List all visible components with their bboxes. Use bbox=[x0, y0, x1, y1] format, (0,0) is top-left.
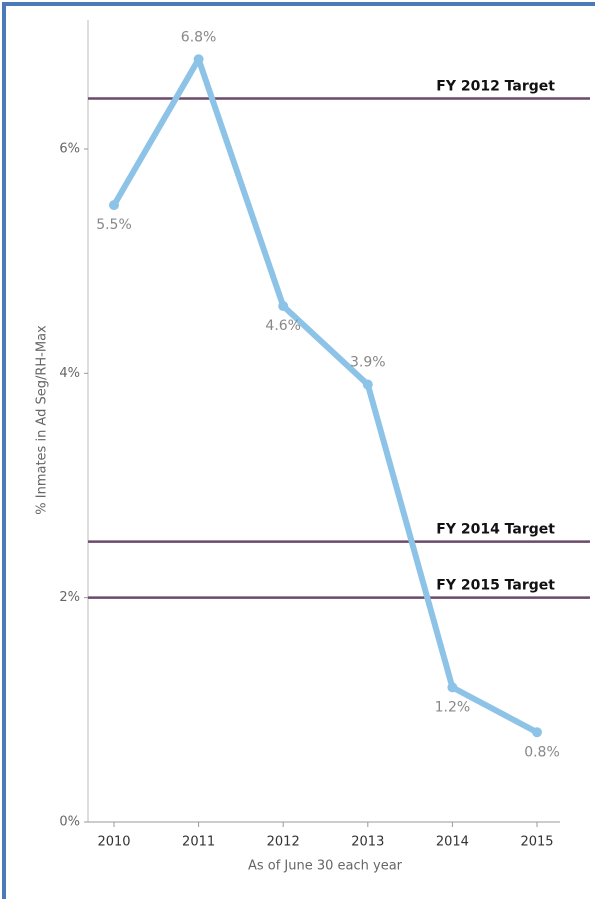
y-tick-label: 6% bbox=[59, 141, 80, 156]
frame-left bbox=[2, 2, 6, 899]
value-label: 1.2% bbox=[435, 699, 471, 715]
value-label: 0.8% bbox=[524, 744, 560, 760]
x-tick-label: 2013 bbox=[351, 835, 384, 850]
x-tick-label: 2015 bbox=[520, 835, 553, 850]
point bbox=[532, 727, 542, 738]
y-tick-label: 2% bbox=[59, 590, 80, 605]
y-tick-label: 4% bbox=[59, 366, 80, 381]
x-tick-label: 2014 bbox=[436, 835, 469, 850]
value-label: 3.9% bbox=[350, 355, 386, 371]
frame-top bbox=[2, 2, 595, 6]
value-label: 5.5% bbox=[96, 217, 132, 233]
target-label: FY 2014 Target bbox=[436, 522, 555, 538]
target-label: FY 2015 Target bbox=[436, 578, 555, 594]
x-tick-label: 2012 bbox=[267, 835, 300, 850]
value-label: 6.8% bbox=[181, 29, 217, 45]
point bbox=[193, 54, 204, 65]
value-label: 4.6% bbox=[265, 318, 301, 334]
point bbox=[109, 200, 119, 211]
x-tick-label: 2011 bbox=[182, 835, 215, 850]
x-axis-title: As of June 30 each year bbox=[248, 859, 403, 874]
point bbox=[362, 379, 373, 390]
line bbox=[111, 56, 539, 735]
target-label: FY 2012 Target bbox=[436, 79, 555, 95]
point bbox=[278, 301, 289, 312]
x-tick-label: 2010 bbox=[97, 835, 130, 850]
y-tick-label: 0% bbox=[59, 815, 80, 830]
point bbox=[447, 682, 458, 693]
y-axis-title: % Inmates in Ad Seg/RH-Max bbox=[35, 325, 50, 515]
